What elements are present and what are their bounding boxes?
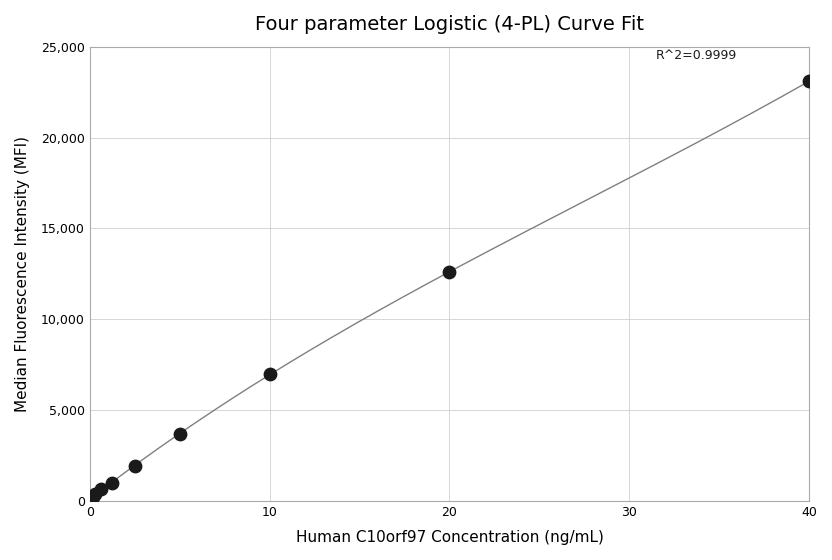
Text: R^2=0.9999: R^2=0.9999 bbox=[656, 49, 737, 62]
Point bbox=[802, 77, 815, 86]
Point bbox=[128, 462, 141, 471]
Point bbox=[263, 370, 276, 379]
Point bbox=[106, 478, 119, 487]
Title: Four parameter Logistic (4-PL) Curve Fit: Four parameter Logistic (4-PL) Curve Fit bbox=[255, 15, 644, 34]
Point bbox=[89, 489, 102, 498]
Y-axis label: Median Fluorescence Intensity (MFI): Median Fluorescence Intensity (MFI) bbox=[15, 136, 30, 412]
Point bbox=[94, 484, 107, 493]
X-axis label: Human C10orf97 Concentration (ng/mL): Human C10orf97 Concentration (ng/mL) bbox=[295, 530, 603, 545]
Point bbox=[86, 493, 99, 502]
Point bbox=[443, 268, 456, 277]
Point bbox=[173, 430, 186, 438]
